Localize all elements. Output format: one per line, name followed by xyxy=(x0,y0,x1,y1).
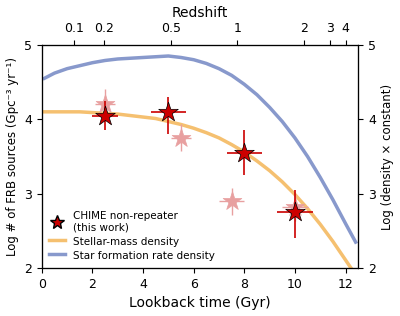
Point xyxy=(228,199,235,204)
Point xyxy=(102,113,108,118)
Point xyxy=(178,135,184,140)
Legend: CHIME non-repeater
(this work), Stellar-mass density, Star formation rate densit: CHIME non-repeater (this work), Stellar-… xyxy=(47,209,217,263)
Point xyxy=(102,102,108,107)
Point xyxy=(241,150,248,155)
X-axis label: Lookback time (Gyr): Lookback time (Gyr) xyxy=(129,296,271,310)
Point xyxy=(292,210,298,215)
Y-axis label: Log # of FRB sources (Gpc⁻³ yr⁻¹): Log # of FRB sources (Gpc⁻³ yr⁻¹) xyxy=(6,57,18,256)
Y-axis label: Log (density × constant): Log (density × constant) xyxy=(382,83,394,229)
Point xyxy=(165,109,172,114)
Point xyxy=(292,204,298,210)
X-axis label: Redshift: Redshift xyxy=(172,6,228,20)
